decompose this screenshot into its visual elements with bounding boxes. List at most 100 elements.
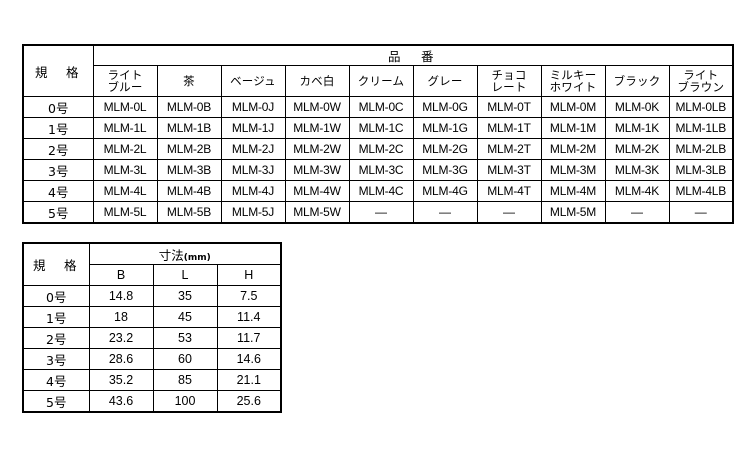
parts-cell: MLM-4C: [348, 180, 414, 202]
parts-cell: MLM-4T: [476, 180, 542, 202]
parts-column-header-light-brown-line1: ライト: [683, 67, 719, 82]
dimensions-row-label: 0号: [22, 285, 90, 307]
table-row: 4号 MLM-4L MLM-4B MLM-4J MLM-4W MLM-4C ML…: [22, 180, 734, 202]
parts-cell: MLM-4G: [412, 180, 478, 202]
parts-column-header-beige: ベージュ: [220, 65, 286, 97]
dimensions-cell-l: 100: [152, 390, 218, 413]
parts-cell: MLM-4LB: [668, 180, 734, 202]
parts-row-label: 0号: [22, 96, 94, 118]
dimensions-cell-h: 11.4: [216, 306, 282, 328]
parts-cell: MLM-3B: [156, 159, 222, 181]
parts-cell: MLM-0M: [540, 96, 606, 118]
parts-cell: MLM-1G: [412, 117, 478, 139]
parts-cell: MLM-2T: [476, 138, 542, 160]
dimensions-header-top-row: 規 格 寸法(mm): [22, 242, 282, 286]
parts-column-header-black: ブラック: [604, 65, 670, 97]
parts-row-label: 5号: [22, 201, 94, 224]
parts-row-label: 3号: [22, 159, 94, 181]
parts-cell: MLM-5M: [540, 201, 606, 224]
parts-cell: MLM-2B: [156, 138, 222, 160]
parts-cell-empty: —: [668, 201, 734, 224]
table-row: 4号 35.2 85 21.1: [22, 369, 282, 391]
table-row: 5号 MLM-5L MLM-5B MLM-5J MLM-5W — — — MLM…: [22, 201, 734, 224]
table-row: 1号 18 45 11.4: [22, 306, 282, 328]
parts-cell: MLM-3C: [348, 159, 414, 181]
parts-cell: MLM-3K: [604, 159, 670, 181]
parts-column-header-cream-line1: クリーム: [357, 73, 405, 88]
parts-cell: MLM-0W: [284, 96, 350, 118]
parts-column-header-wall-white: カベ白: [284, 65, 350, 97]
dimensions-row-label: 3号: [22, 348, 90, 370]
table-row: 2号 MLM-2L MLM-2B MLM-2J MLM-2W MLM-2C ML…: [22, 138, 734, 160]
dimensions-cell-l: 35: [152, 285, 218, 307]
dimensions-group-header-label: 寸法: [158, 247, 184, 263]
parts-column-header-brown: 茶: [156, 65, 222, 97]
table-row: 3号 28.6 60 14.6: [22, 348, 282, 370]
parts-cell: MLM-4K: [604, 180, 670, 202]
parts-cell-empty: —: [412, 201, 478, 224]
parts-cell: MLM-0T: [476, 96, 542, 118]
dimensions-column-header-b: B: [88, 264, 154, 286]
dimensions-row-label: 2号: [22, 327, 90, 349]
parts-cell: MLM-1C: [348, 117, 414, 139]
parts-row-label: 1号: [22, 117, 94, 139]
dimensions-cell-l: 45: [152, 306, 218, 328]
dimensions-header-sub-row: B L H: [23, 264, 282, 286]
dimensions-cell-b: 23.2: [88, 327, 154, 349]
parts-cell: MLM-3T: [476, 159, 542, 181]
parts-cell: MLM-2J: [220, 138, 286, 160]
parts-cell: MLM-2M: [540, 138, 606, 160]
parts-row-label: 4号: [22, 180, 94, 202]
parts-column-header-chocolate-line2: レート: [491, 80, 527, 94]
dimensions-cell-b: 43.6: [88, 390, 154, 413]
dimensions-cell-l: 85: [152, 369, 218, 391]
dimensions-cell-b: 14.8: [88, 285, 154, 307]
dimensions-cell-b: 18: [88, 306, 154, 328]
table-row: 5号 43.6 100 25.6: [22, 390, 282, 413]
parts-cell: MLM-3W: [284, 159, 350, 181]
parts-cell: MLM-5L: [92, 201, 158, 224]
parts-group-header: 品 番: [92, 44, 734, 66]
dimensions-cell-h: 11.7: [216, 327, 282, 349]
dimensions-group-header: 寸法(mm): [88, 242, 282, 265]
parts-column-header-black-line1: ブラック: [613, 73, 661, 88]
dimensions-row-label: 4号: [22, 369, 90, 391]
parts-column-header-light-blue-line1: ライト: [107, 67, 143, 82]
parts-cell: MLM-0J: [220, 96, 286, 118]
table-row: 2号 23.2 53 11.7: [22, 327, 282, 349]
parts-column-header-milky-white: ミルキー ホワイト: [540, 65, 606, 97]
parts-cell: MLM-1L: [92, 117, 158, 139]
parts-cell: MLM-1W: [284, 117, 350, 139]
dimensions-cell-b: 35.2: [88, 369, 154, 391]
parts-cell: MLM-4J: [220, 180, 286, 202]
dimensions-spec-header: 規 格: [22, 242, 90, 286]
parts-cell-empty: —: [348, 201, 414, 224]
parts-cell: MLM-1T: [476, 117, 542, 139]
parts-cell: MLM-1K: [604, 117, 670, 139]
parts-cell: MLM-4B: [156, 180, 222, 202]
parts-cell: MLM-3J: [220, 159, 286, 181]
parts-cell: MLM-0C: [348, 96, 414, 118]
parts-cell: MLM-0B: [156, 96, 222, 118]
parts-cell: MLM-1M: [540, 117, 606, 139]
dimensions-table: 規 格 寸法(mm) B L H 0号 14.8 35 7.5: [22, 242, 283, 413]
parts-cell: MLM-2LB: [668, 138, 734, 160]
parts-cell: MLM-4W: [284, 180, 350, 202]
parts-column-header-chocolate-line1: チョコ: [491, 67, 527, 82]
dimensions-cell-h: 25.6: [216, 390, 282, 413]
table-row: 1号 MLM-1L MLM-1B MLM-1J MLM-1W MLM-1C ML…: [22, 117, 734, 139]
parts-column-header-light-blue-line2: ブルー: [107, 80, 143, 94]
parts-cell: MLM-3L: [92, 159, 158, 181]
dimensions-cell-l: 53: [152, 327, 218, 349]
dimensions-row-label: 5号: [22, 390, 90, 413]
parts-table-container: 規 格 品 番 ライト ブルー 茶 ベージュ カベ白: [22, 44, 735, 224]
parts-cell: MLM-2K: [604, 138, 670, 160]
parts-column-header-beige-line1: ベージュ: [230, 73, 276, 88]
parts-cell: MLM-5B: [156, 201, 222, 224]
parts-cell: MLM-0G: [412, 96, 478, 118]
parts-cell: MLM-0LB: [668, 96, 734, 118]
parts-column-header-gray-line1: グレー: [427, 73, 463, 88]
table-row: 0号 MLM-0L MLM-0B MLM-0J MLM-0W MLM-0C ML…: [22, 96, 734, 118]
parts-cell: MLM-1J: [220, 117, 286, 139]
